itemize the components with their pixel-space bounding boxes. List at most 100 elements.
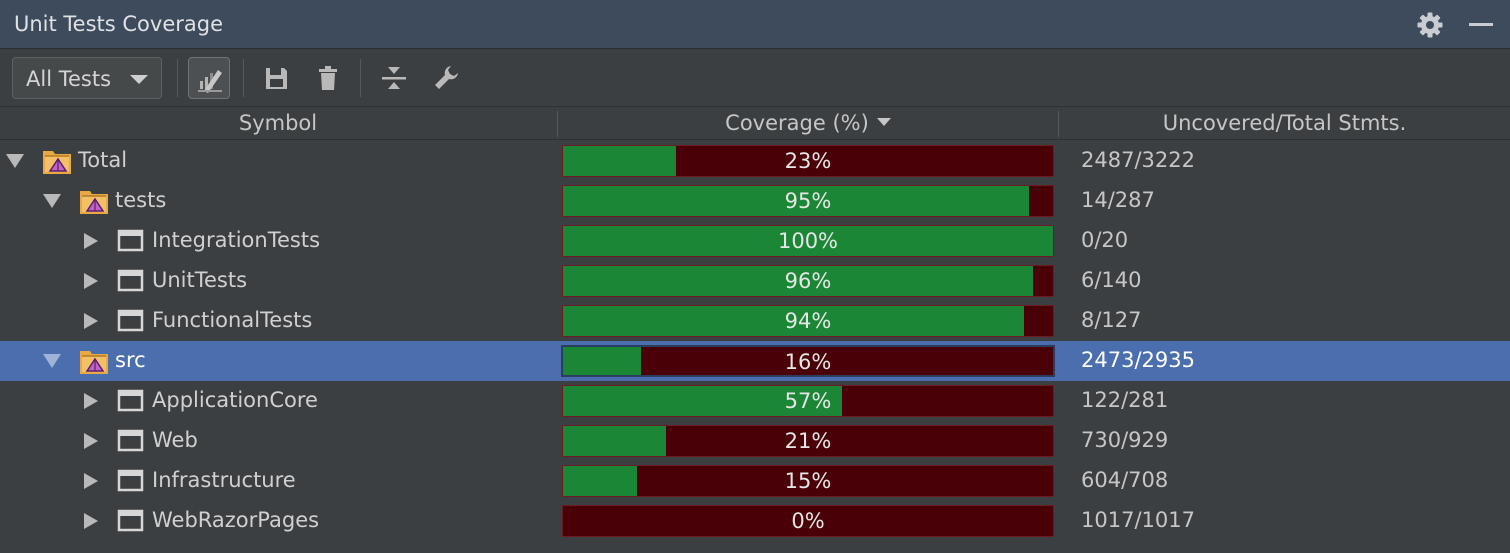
coverage-bar: 23%: [562, 145, 1054, 177]
tree-row-web[interactable]: Web 21% 730/929: [0, 421, 1510, 461]
collapsed-arrow-icon[interactable]: [84, 473, 98, 489]
export-button[interactable]: [255, 57, 297, 99]
uncovered-total-stmts: 8/127: [1081, 308, 1142, 332]
coverage-percent: 0%: [791, 509, 825, 533]
coverage-percent: 23%: [784, 149, 832, 173]
tree-row-total[interactable]: Total 23% 2487/3222: [0, 141, 1510, 181]
stmts-column-header[interactable]: Uncovered/Total Stmts.: [1059, 107, 1510, 140]
collapsed-arrow-icon[interactable]: [84, 313, 98, 329]
coverage-bar: 57%: [562, 385, 1054, 417]
uncovered-total-stmts: 730/929: [1081, 428, 1169, 452]
coverage-percent: 96%: [784, 269, 832, 293]
uncovered-total-stmts: 122/281: [1081, 388, 1169, 412]
toolbar-separator: [360, 59, 361, 97]
coverage-header-label: Coverage (%): [725, 111, 869, 135]
coverage-percent: 94%: [784, 309, 832, 333]
project-icon: [117, 309, 144, 332]
symbol-label: Web: [152, 428, 198, 452]
uncovered-total-stmts: 604/708: [1081, 468, 1169, 492]
highlight-coverage-button[interactable]: [188, 57, 230, 99]
coverage-bar-fill: [563, 466, 637, 496]
column-header-row: Symbol Coverage (%) Uncovered/Total Stmt…: [0, 107, 1510, 140]
collapsed-arrow-icon[interactable]: [84, 273, 98, 289]
minimize-icon[interactable]: [1466, 11, 1496, 39]
collapsed-arrow-icon[interactable]: [84, 233, 98, 249]
symbol-label: tests: [115, 188, 167, 212]
collapse-all-button[interactable]: [373, 57, 415, 99]
project-icon: [117, 269, 144, 292]
coverage-bar: 100%: [562, 225, 1054, 257]
tree-row-unittests[interactable]: UnitTests 96% 6/140: [0, 261, 1510, 301]
collapsed-arrow-icon[interactable]: [84, 393, 98, 409]
tree-row-infrastructure[interactable]: Infrastructure 15% 604/708: [0, 461, 1510, 501]
solution-folder-icon: [79, 190, 109, 215]
project-icon: [117, 429, 144, 452]
symbol-label: FunctionalTests: [152, 308, 313, 332]
tree-row-functionaltests[interactable]: FunctionalTests 94% 8/127: [0, 301, 1510, 341]
coverage-bar: 96%: [562, 265, 1054, 297]
test-filter-value: All Tests: [26, 67, 112, 91]
coverage-settings-button[interactable]: [425, 57, 467, 99]
tree-row-src[interactable]: src 16% 2473/2935: [0, 341, 1510, 381]
test-filter-dropdown[interactable]: All Tests: [12, 57, 162, 99]
column-divider[interactable]: [1058, 111, 1059, 137]
coverage-bar: 21%: [562, 425, 1054, 457]
project-icon: [117, 389, 144, 412]
uncovered-total-stmts: 14/287: [1081, 188, 1155, 212]
symbol-label: Total: [78, 148, 128, 172]
collapsed-arrow-icon[interactable]: [84, 513, 98, 529]
coverage-bar-fill: [563, 426, 666, 456]
solution-folder-icon: [42, 150, 72, 175]
coverage-bar-fill: [563, 226, 1053, 256]
gear-icon[interactable]: [1416, 11, 1444, 39]
symbol-header-label: Symbol: [238, 111, 318, 135]
toolbar: All Tests: [0, 49, 1510, 107]
project-icon: [117, 509, 144, 532]
tree-row-applicationcore[interactable]: ApplicationCore 57% 122/281: [0, 381, 1510, 421]
uncovered-total-stmts: 6/140: [1081, 268, 1142, 292]
delete-icon: [319, 66, 337, 90]
window-title: Unit Tests Coverage: [14, 12, 224, 36]
coverage-bar: 95%: [562, 185, 1054, 217]
coverage-bar-fill: [563, 306, 1024, 336]
coverage-bar-fill: [563, 186, 1029, 216]
uncovered-total-stmts: 2487/3222: [1081, 148, 1195, 172]
collapse-icon: [382, 67, 406, 89]
tool-window-header: Unit Tests Coverage: [0, 0, 1510, 49]
symbol-label: WebRazorPages: [152, 508, 320, 532]
clear-button[interactable]: [307, 57, 349, 99]
coverage-bar: 0%: [562, 505, 1054, 537]
coverage-bar-fill: [563, 266, 1034, 296]
highlight-icon: [198, 70, 222, 93]
expanded-arrow-icon[interactable]: [43, 194, 61, 208]
coverage-bar: 16%: [561, 345, 1055, 377]
symbol-label: IntegrationTests: [152, 228, 321, 252]
coverage-column-header[interactable]: Coverage (%): [558, 107, 1058, 140]
symbol-column-header[interactable]: Symbol: [0, 107, 556, 140]
tree-row-tests[interactable]: tests 95% 14/287: [0, 181, 1510, 221]
expanded-arrow-icon[interactable]: [6, 154, 24, 168]
wrench-icon: [435, 66, 458, 89]
coverage-tree: Total 23% 2487/3222 tests 95% 14/287 Integrati…: [0, 141, 1510, 541]
toolbar-separator: [243, 59, 244, 97]
project-icon: [117, 469, 144, 492]
column-divider[interactable]: [557, 111, 558, 137]
uncovered-total-stmts: 0/20: [1081, 228, 1129, 252]
coverage-bar-fill: [563, 386, 843, 416]
tree-row-webrazorpages[interactable]: WebRazorPages 0% 1017/1017: [0, 501, 1510, 541]
coverage-percent: 57%: [784, 389, 832, 413]
tree-row-integrationtests[interactable]: IntegrationTests 100% 0/20: [0, 221, 1510, 261]
symbol-label: ApplicationCore: [152, 388, 318, 412]
coverage-bar: 15%: [562, 465, 1054, 497]
coverage-bar-fill: [563, 347, 642, 375]
coverage-percent: 21%: [784, 429, 832, 453]
stmts-header-label: Uncovered/Total Stmts.: [1162, 111, 1407, 135]
symbol-label: Infrastructure: [152, 468, 296, 492]
save-icon: [266, 68, 287, 89]
expanded-arrow-icon[interactable]: [43, 354, 61, 368]
collapsed-arrow-icon[interactable]: [84, 433, 98, 449]
coverage-percent: 100%: [777, 229, 839, 253]
toolbar-separator: [177, 59, 178, 97]
coverage-percent: 95%: [784, 189, 832, 213]
coverage-percent: 16%: [784, 350, 832, 374]
